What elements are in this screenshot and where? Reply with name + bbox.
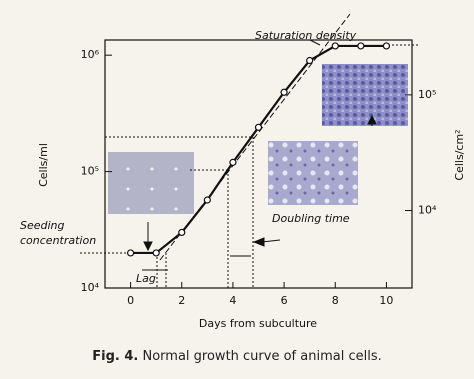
y2-tick-label: 10⁴ bbox=[418, 204, 437, 217]
x-tick-label: 2 bbox=[178, 294, 185, 307]
annotation-seeding: Seeding bbox=[20, 219, 65, 232]
annotation-lag: Lag bbox=[136, 272, 156, 285]
x-axis-label: Days from subculture bbox=[199, 317, 317, 330]
caption-label: Fig. 4. bbox=[92, 349, 138, 364]
caption-text: Normal growth curve of animal cells. bbox=[143, 349, 382, 364]
guide-lines bbox=[80, 44, 420, 288]
x-tick-label: 6 bbox=[281, 294, 288, 307]
y2-axis-label: Cells/cm² bbox=[453, 129, 466, 180]
y-tick-label: 10⁵ bbox=[81, 165, 99, 178]
x-tick-label: 0 bbox=[127, 294, 134, 307]
data-point bbox=[357, 42, 365, 50]
x-tick-label: 4 bbox=[229, 294, 236, 307]
data-point bbox=[152, 249, 160, 257]
micrograph-seeding bbox=[108, 152, 194, 214]
y-axis-label: Cells/ml bbox=[37, 143, 50, 187]
y-tick-label: 10⁴ bbox=[81, 281, 100, 294]
plot-frame bbox=[104, 39, 413, 289]
arrows bbox=[142, 39, 377, 271]
caption: Fig. 4. Normal growth curve of animal ce… bbox=[92, 349, 381, 364]
annotation-doubling: Doubling time bbox=[272, 212, 350, 225]
y-tick-label: 10⁶ bbox=[81, 48, 100, 61]
micrograph-saturation bbox=[322, 64, 408, 126]
data-point bbox=[306, 56, 314, 65]
data-point bbox=[331, 42, 339, 50]
extrapolation bbox=[159, 13, 351, 261]
data-point bbox=[126, 249, 135, 257]
annotation-seeding: concentration bbox=[20, 234, 96, 247]
x-tick-label: 10 bbox=[379, 294, 393, 307]
data-point bbox=[178, 228, 186, 237]
x-tick-label: 8 bbox=[332, 294, 339, 307]
data-point bbox=[254, 123, 263, 131]
data-point bbox=[280, 88, 288, 96]
annotation-saturation: Saturation density bbox=[255, 29, 357, 42]
data-point bbox=[203, 196, 211, 204]
y2-tick-label: 10⁵ bbox=[418, 88, 436, 101]
micrograph-growth bbox=[268, 141, 358, 205]
data-point bbox=[229, 158, 237, 166]
data-point bbox=[382, 42, 391, 50]
